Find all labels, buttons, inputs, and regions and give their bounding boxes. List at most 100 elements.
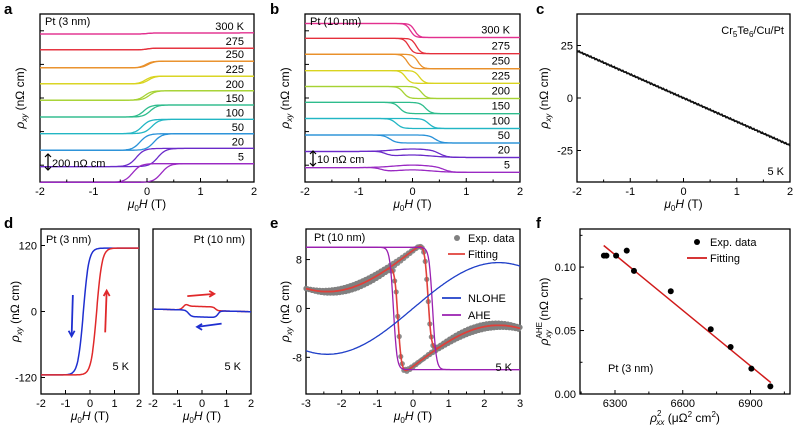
- panel-d-left-arrow-up: [104, 290, 108, 333]
- panel-a-curve-down: [40, 118, 254, 135]
- panel-b-ylabel: ρxy (nΩ cm): [278, 67, 294, 129]
- panel-a-x-tick-label: -2: [35, 186, 45, 198]
- panel-label-f: f: [536, 215, 542, 232]
- panel-d-left-y-tick-label: -120: [15, 373, 37, 385]
- panel-e-xlabel: μ0H (T): [393, 409, 432, 425]
- panel-c-y-tick-label: -25: [557, 146, 573, 158]
- panel-d-right-xlabel: μ0H (T): [182, 409, 221, 425]
- panel-d-left-x-tick-label: 2: [136, 398, 142, 410]
- panel-a-x-tick-label: -1: [89, 186, 99, 198]
- panel-a-curve-down: [40, 90, 254, 101]
- panel-a-temp-label: 50: [232, 122, 244, 134]
- panel-b-temp-label: 300 K: [481, 25, 510, 37]
- panel-c-y-tick-label: 0: [567, 93, 573, 105]
- panel-b-x-tick-label: 2: [517, 186, 523, 198]
- panel-a-curve-down: [40, 75, 254, 85]
- panel-b-curve-down: [305, 53, 520, 70]
- panel-f-data-point: [630, 267, 637, 274]
- panel-a-temp-label: 5: [238, 152, 244, 164]
- panel-e-legend-dot: [454, 235, 460, 241]
- panel-a-x-tick-label: 0: [144, 186, 150, 198]
- panel-b-curve-down: [305, 150, 520, 159]
- panel-a-curve-down: [40, 60, 254, 69]
- panel-c-ylabel: ρxy (nΩ cm): [537, 67, 553, 129]
- panel-d-right-arrow-left: [195, 322, 222, 331]
- panel-a-temp-label: 200: [226, 79, 244, 91]
- panel-e-legend-exp: Exp. data: [468, 233, 515, 245]
- panel-d-left-arrow-down: [70, 294, 74, 337]
- panel-a-curve-up: [40, 90, 254, 101]
- panel-a-curve-down: [40, 147, 254, 168]
- panel-a-xlabel: μ0H (T): [127, 197, 166, 213]
- panel-e-legend-fit: Fitting: [468, 249, 498, 261]
- panel-d-left-curve-sweep-down: [41, 247, 139, 376]
- panel-a-curve-down: [40, 47, 254, 51]
- panel-a-curve-down: [40, 104, 254, 118]
- panel-b-temp-label: 250: [492, 56, 510, 68]
- panel-e-legend-ahe: AHE: [468, 310, 491, 322]
- panel-a-scale-arrows: [44, 153, 52, 171]
- panel-b-xlabel: μ0H (T): [392, 197, 431, 213]
- panel-f-data-point: [767, 383, 774, 390]
- panel-d-right-x-tick-label: -2: [148, 398, 158, 410]
- panel-c-ylabel-text: ρxy (nΩ cm): [537, 67, 553, 129]
- panel-a-sample-label: Pt (3 nm): [45, 16, 90, 28]
- panel-f-ylabel-text: ρAHExy (nΩ cm): [535, 278, 553, 347]
- panel-a-scale-label: 200 nΩ cm: [52, 158, 105, 170]
- panel-e-y-tick-label: -8: [292, 352, 302, 364]
- panel-b-curve-up: [305, 164, 520, 174]
- panel-a-ylabel-text: ρxy (nΩ cm): [13, 67, 29, 129]
- panel-f-y-tick-label: 0.00: [555, 389, 576, 401]
- panel-e-x-tick-label: -3: [301, 398, 311, 410]
- panel-b-curve-up: [305, 85, 520, 100]
- panel-b-curve-down: [305, 166, 520, 174]
- panel-label-b: b: [270, 1, 279, 18]
- panel-d-left-arrowhead-up: [102, 288, 111, 297]
- panel-b-curve-up: [305, 134, 520, 144]
- panel-f-data-point: [613, 252, 620, 259]
- panel-a-curve-up: [40, 118, 254, 135]
- panel-b-curve-down: [305, 117, 520, 130]
- panel-e-x-tick-label: 3: [517, 398, 523, 410]
- panel-e-ylabel-text: ρxy (nΩ cm): [278, 281, 294, 343]
- panel-f-xlabel: ρ2 xx (μΩ2 cm2): [649, 409, 720, 427]
- panel-a-frame: [39, 13, 255, 183]
- panel-a-ylabel: ρxy (nΩ cm): [13, 67, 29, 129]
- panel-d-left-ylabel-text: ρxy (nΩ cm): [8, 281, 24, 343]
- panel-e-x-tick-label: -1: [372, 398, 382, 410]
- panel-b-x-tick-label: -1: [354, 186, 364, 198]
- panel-b-temp-label: 200: [492, 86, 510, 98]
- panel-e-x-tick-label: 1: [446, 398, 452, 410]
- panel-b-temp-label: 225: [492, 70, 510, 82]
- panel-b-temp-label: 275: [492, 41, 510, 53]
- panel-c-curve: [576, 49, 791, 147]
- panel-b-x-tick-label: 1: [463, 186, 469, 198]
- panel-f-data-point: [727, 344, 734, 351]
- panel-d-right-sample-label: Pt (10 nm): [194, 234, 245, 246]
- panel-c-xlabel: μ0H (T): [663, 197, 702, 213]
- panel-d-left-ylabel: ρxy (nΩ cm): [8, 281, 24, 343]
- panel-b-curve-down: [305, 85, 520, 100]
- panel-b-temp-label: 150: [492, 101, 510, 113]
- panel-b-ylabel-text: ρxy (nΩ cm): [278, 67, 294, 129]
- panel-a-x-tick-label: 1: [197, 186, 203, 198]
- panel-f-sample-label: Pt (3 nm): [608, 363, 653, 375]
- panel-a-curve-up: [40, 104, 254, 118]
- panel-b-x-tick-label: 0: [409, 186, 415, 198]
- panel-b-temp-label: 20: [498, 145, 510, 157]
- panel-f-legend-fit: Fitting: [710, 253, 740, 265]
- panel-e-y-tick-label: 0: [296, 303, 302, 315]
- panel-c-x-tick-label: 2: [787, 186, 793, 198]
- panel-label-d: d: [4, 215, 13, 232]
- panel-f-legend-dot: [694, 239, 700, 245]
- panel-f-y-tick-label: 0.05: [555, 326, 576, 338]
- panel-f-frame: [579, 228, 791, 395]
- panel-d-left-arrowhead-down: [67, 330, 76, 339]
- panel-b-curve-up: [305, 117, 520, 130]
- panel-d-left-x-tick-label: -1: [61, 398, 71, 410]
- panel-d-left-y-tick-label: 0: [31, 307, 37, 319]
- panel-label-e: e: [270, 215, 278, 232]
- panel-f-data-point: [707, 326, 714, 333]
- panel-c-sample-label: Cr5Te6/Cu/Pt: [721, 25, 784, 39]
- panel-e-x-tick-label: -2: [337, 398, 347, 410]
